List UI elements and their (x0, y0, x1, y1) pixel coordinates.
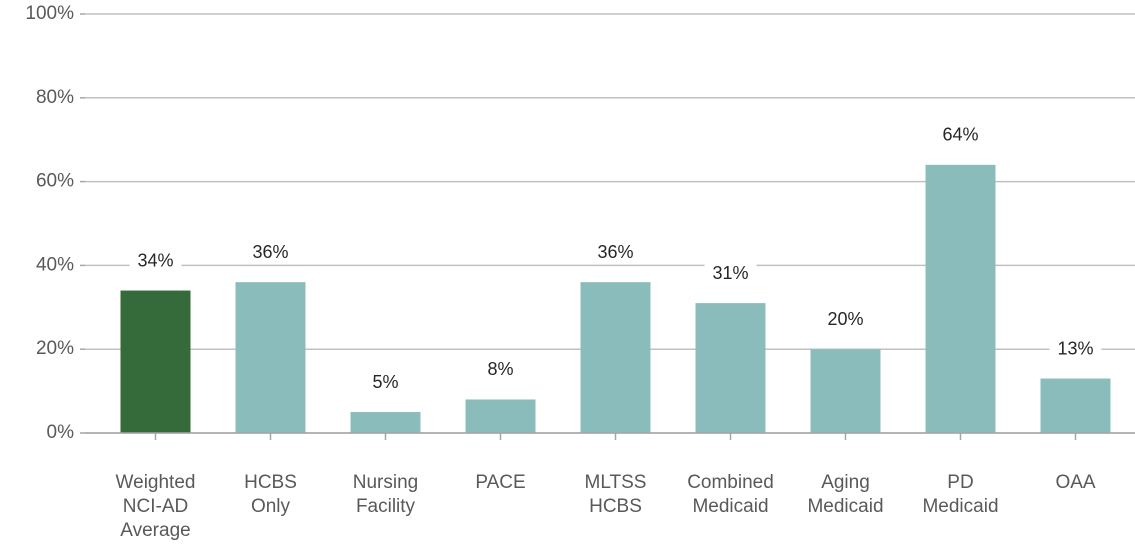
bar (580, 282, 651, 433)
bar (350, 412, 421, 433)
value-label-bg (129, 248, 182, 273)
value-label: 8% (487, 359, 513, 379)
value-label: 13% (1057, 338, 1093, 358)
bar (1040, 378, 1111, 433)
x-tick-label: HCBS Only (244, 472, 297, 517)
value-label-bg (704, 261, 757, 286)
y-tick-label: 80% (36, 87, 74, 108)
value-label-bg (589, 240, 642, 265)
value-label: 20% (827, 309, 863, 329)
y-tick-label: 20% (36, 338, 74, 359)
x-tick-label: OAA (1055, 472, 1095, 493)
y-tick-label: 100% (25, 3, 74, 24)
x-tick-label: Weighted NCI-AD Average (116, 472, 196, 541)
x-tick-label: Aging Medicaid (807, 472, 883, 517)
value-label: 31% (712, 263, 748, 283)
value-label-bg (1049, 336, 1102, 361)
bar (925, 164, 996, 433)
value-label-bg (359, 370, 412, 395)
x-tick-label: MLTSS HCBS (585, 472, 647, 517)
bar (695, 303, 766, 433)
value-label: 64% (942, 125, 978, 145)
value-label-bg (474, 357, 527, 382)
bar (465, 399, 536, 433)
value-label-bg (819, 307, 872, 332)
value-label-bg (244, 240, 297, 265)
x-tick-label: Nursing Facility (353, 472, 418, 517)
value-label-bg (934, 122, 987, 147)
y-tick-label: 60% (36, 171, 74, 192)
value-label: 34% (137, 250, 173, 270)
x-tick-label: PD Medicaid (922, 472, 998, 517)
bar (120, 290, 191, 433)
x-tick-label: Combined Medicaid (687, 472, 774, 517)
bar (810, 349, 881, 433)
value-label: 36% (597, 242, 633, 262)
y-tick-label: 0% (47, 422, 75, 443)
y-tick-label: 40% (36, 254, 74, 275)
value-label: 5% (372, 372, 398, 392)
x-tick-label: PACE (475, 472, 525, 493)
bar (235, 282, 306, 433)
value-label: 36% (252, 242, 288, 262)
